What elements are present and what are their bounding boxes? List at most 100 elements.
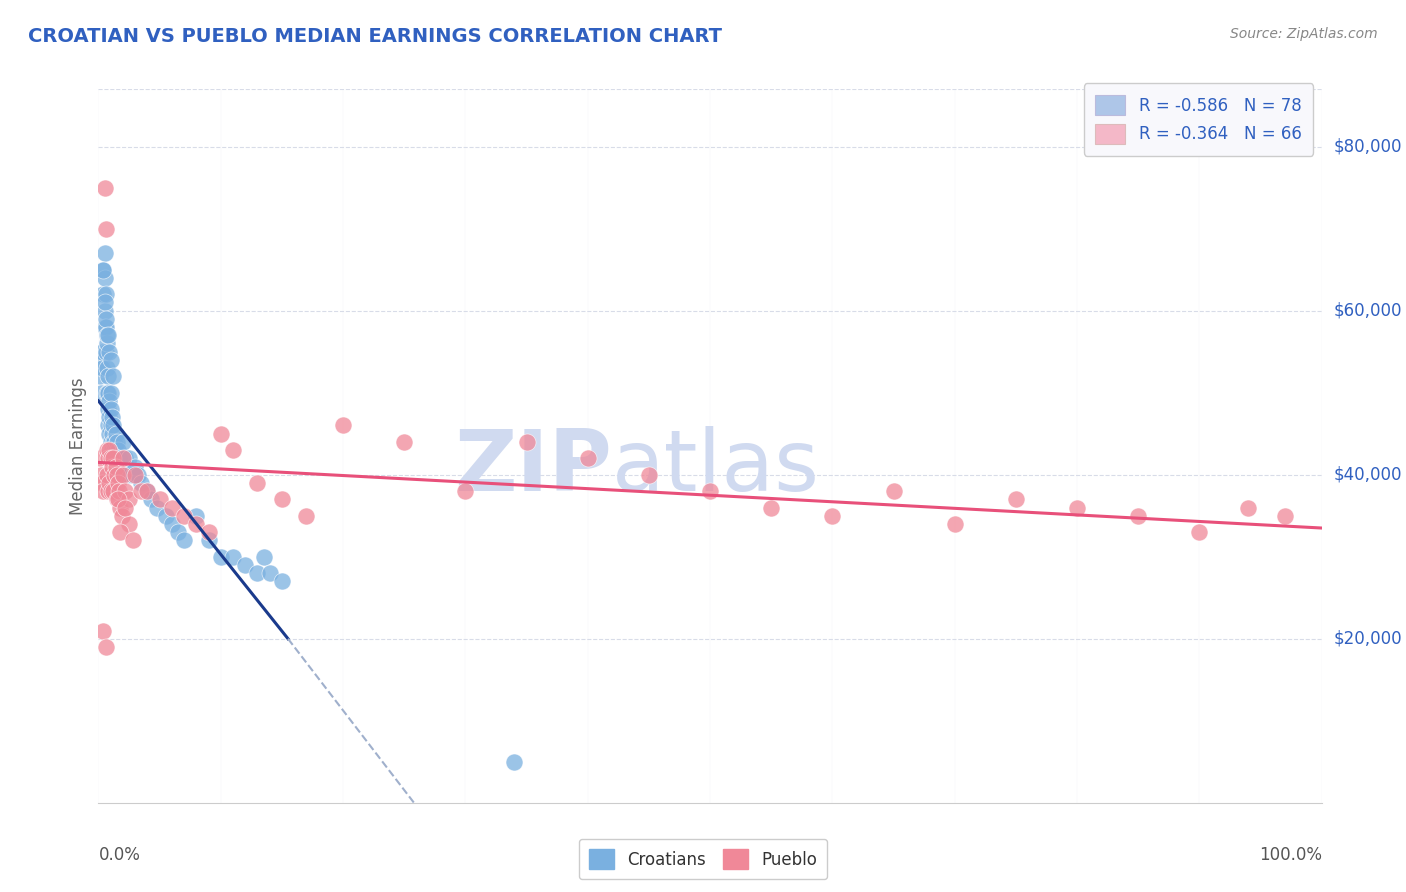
Point xyxy=(91,262,114,277)
Point xyxy=(100,418,122,433)
Point xyxy=(114,451,136,466)
Point xyxy=(96,443,118,458)
Point xyxy=(1188,525,1211,540)
Point xyxy=(91,344,114,359)
Point xyxy=(89,451,111,466)
Point xyxy=(97,369,120,384)
Text: 0.0%: 0.0% xyxy=(98,846,141,863)
Text: atlas: atlas xyxy=(612,425,820,509)
Point xyxy=(96,328,118,343)
Point xyxy=(98,475,121,490)
Point xyxy=(121,533,143,548)
Point xyxy=(91,475,114,490)
Point xyxy=(107,459,129,474)
Point xyxy=(295,508,318,523)
Point xyxy=(98,426,121,441)
Point xyxy=(821,508,844,523)
Point xyxy=(1004,492,1026,507)
Point xyxy=(110,500,132,515)
Point xyxy=(129,484,152,499)
Point xyxy=(209,426,232,441)
Point xyxy=(111,508,134,523)
Point xyxy=(149,492,172,507)
Point xyxy=(101,459,124,474)
Point xyxy=(1066,500,1088,515)
Point xyxy=(108,484,131,499)
Y-axis label: Median Earnings: Median Earnings xyxy=(69,377,87,515)
Point xyxy=(197,533,219,548)
Point xyxy=(118,492,141,507)
Point xyxy=(943,516,966,531)
Point xyxy=(90,352,112,367)
Point xyxy=(90,467,112,482)
Point xyxy=(98,443,121,458)
Point xyxy=(97,402,120,417)
Point xyxy=(94,311,117,326)
Point xyxy=(107,492,129,507)
Point xyxy=(699,484,721,499)
Point xyxy=(100,402,122,417)
Point xyxy=(118,516,141,531)
Point xyxy=(1274,508,1296,523)
Point xyxy=(96,361,118,376)
Point xyxy=(110,525,132,540)
Point xyxy=(105,434,128,449)
Legend: R = -0.586   N = 78, R = -0.364   N = 66: R = -0.586 N = 78, R = -0.364 N = 66 xyxy=(1084,83,1313,155)
Point xyxy=(114,484,136,499)
Point xyxy=(392,434,416,449)
Point xyxy=(233,558,256,572)
Point xyxy=(160,500,183,515)
Point xyxy=(104,426,127,441)
Point xyxy=(160,516,183,531)
Point xyxy=(91,262,114,277)
Point xyxy=(94,287,117,301)
Point xyxy=(91,361,114,376)
Legend: Croatians, Pueblo: Croatians, Pueblo xyxy=(579,838,827,880)
Point xyxy=(108,451,131,466)
Text: ZIP: ZIP xyxy=(454,425,612,509)
Point xyxy=(107,443,129,458)
Point xyxy=(129,475,152,490)
Point xyxy=(1237,500,1260,515)
Point xyxy=(121,467,143,482)
Point xyxy=(97,385,120,400)
Point xyxy=(124,459,146,474)
Point xyxy=(115,467,138,482)
Point xyxy=(97,418,120,433)
Point xyxy=(503,755,526,769)
Point xyxy=(515,434,537,449)
Point xyxy=(454,484,477,499)
Text: $80,000: $80,000 xyxy=(1334,137,1402,155)
Point xyxy=(101,451,124,466)
Point xyxy=(103,434,125,449)
Point xyxy=(101,369,124,384)
Point xyxy=(114,500,136,515)
Text: Source: ZipAtlas.com: Source: ZipAtlas.com xyxy=(1230,27,1378,41)
Point xyxy=(101,443,124,458)
Point xyxy=(111,434,134,449)
Point xyxy=(98,393,121,408)
Point xyxy=(98,410,121,425)
Point xyxy=(105,467,128,482)
Point xyxy=(101,418,124,433)
Point xyxy=(136,484,159,499)
Point xyxy=(186,508,208,523)
Point xyxy=(100,352,122,367)
Point xyxy=(761,500,783,515)
Point xyxy=(270,574,294,589)
Point xyxy=(146,500,169,515)
Point xyxy=(101,484,124,499)
Point xyxy=(259,566,281,581)
Point xyxy=(94,640,117,654)
Point xyxy=(222,549,245,564)
Text: CROATIAN VS PUEBLO MEDIAN EARNINGS CORRELATION CHART: CROATIAN VS PUEBLO MEDIAN EARNINGS CORRE… xyxy=(28,27,723,45)
Point xyxy=(105,492,128,507)
Point xyxy=(270,492,294,507)
Point xyxy=(167,525,190,540)
Point xyxy=(139,492,162,507)
Point xyxy=(94,320,117,334)
Point xyxy=(91,624,114,638)
Point xyxy=(246,475,269,490)
Point xyxy=(111,467,134,482)
Point xyxy=(100,451,122,466)
